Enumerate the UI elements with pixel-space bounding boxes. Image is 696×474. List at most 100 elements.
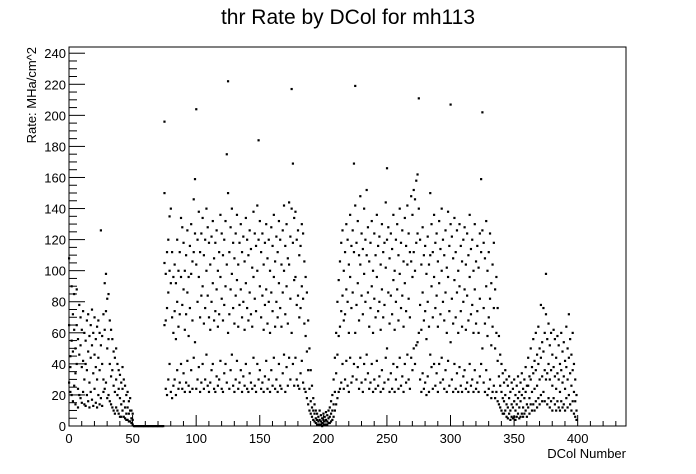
data-point bbox=[192, 356, 195, 359]
data-point bbox=[460, 260, 464, 263]
data-point bbox=[431, 387, 434, 390]
data-point bbox=[408, 316, 412, 319]
data-point bbox=[173, 310, 176, 313]
data-point bbox=[182, 288, 185, 291]
data-point bbox=[557, 344, 560, 347]
data-point bbox=[282, 269, 286, 272]
data-point bbox=[284, 244, 287, 248]
data-point bbox=[319, 414, 322, 417]
data-point bbox=[321, 417, 324, 420]
data-point bbox=[410, 260, 413, 263]
data-point bbox=[427, 325, 431, 328]
y-tick-label: 180 bbox=[44, 139, 66, 154]
data-point bbox=[569, 338, 572, 341]
data-point bbox=[502, 381, 506, 384]
data-point bbox=[543, 400, 546, 403]
data-point bbox=[182, 372, 185, 375]
data-point bbox=[420, 328, 423, 331]
data-point bbox=[480, 251, 483, 254]
data-point bbox=[303, 322, 306, 325]
data-point bbox=[548, 406, 551, 409]
data-point bbox=[143, 425, 146, 428]
data-point bbox=[97, 319, 100, 322]
data-point bbox=[566, 378, 569, 381]
data-point bbox=[490, 344, 493, 347]
data-point bbox=[354, 331, 357, 335]
data-point bbox=[107, 292, 110, 296]
data-point bbox=[518, 390, 521, 394]
data-point bbox=[220, 387, 223, 390]
data-point bbox=[529, 403, 532, 406]
data-point bbox=[179, 362, 183, 366]
data-point bbox=[563, 387, 567, 390]
data-point bbox=[444, 229, 447, 232]
data-point bbox=[525, 403, 529, 406]
data-point bbox=[120, 381, 123, 384]
data-point bbox=[171, 397, 174, 400]
data-point bbox=[392, 362, 395, 366]
data-point bbox=[80, 328, 83, 331]
data-point bbox=[463, 369, 466, 372]
data-point bbox=[521, 387, 525, 390]
data-point bbox=[565, 397, 568, 400]
y-axis: 0 20 40 60 80 100 120 140 160 180 200 220 240 bbox=[44, 46, 85, 434]
data-point bbox=[396, 288, 399, 291]
data-point bbox=[257, 378, 260, 381]
data-point bbox=[274, 387, 277, 390]
data-point bbox=[508, 375, 511, 378]
data-point bbox=[274, 260, 277, 263]
data-point bbox=[552, 328, 555, 331]
data-point bbox=[541, 341, 544, 344]
data-point bbox=[184, 381, 188, 384]
data-point bbox=[271, 310, 274, 313]
data-point bbox=[323, 415, 326, 418]
data-point bbox=[480, 178, 483, 181]
data-point bbox=[356, 282, 359, 285]
data-point bbox=[549, 331, 553, 335]
data-point bbox=[291, 162, 295, 165]
data-point bbox=[232, 384, 235, 387]
data-point bbox=[182, 241, 185, 244]
data-point bbox=[432, 275, 436, 279]
data-point bbox=[94, 401, 97, 404]
data-point bbox=[394, 378, 398, 381]
data-point bbox=[230, 272, 233, 275]
data-point bbox=[294, 356, 297, 359]
data-points bbox=[68, 80, 578, 428]
data-point bbox=[331, 393, 334, 397]
data-point bbox=[443, 254, 446, 257]
data-point bbox=[129, 397, 132, 400]
data-point bbox=[260, 316, 263, 319]
data-point bbox=[85, 319, 89, 322]
data-point bbox=[87, 313, 90, 316]
data-point bbox=[543, 331, 546, 335]
data-point bbox=[223, 372, 226, 375]
data-point bbox=[106, 397, 109, 400]
data-point bbox=[299, 244, 302, 248]
data-point bbox=[457, 269, 460, 272]
data-point bbox=[186, 359, 189, 362]
data-point bbox=[335, 372, 338, 375]
data-point bbox=[286, 257, 289, 260]
data-point bbox=[242, 375, 245, 378]
data-point bbox=[345, 359, 348, 362]
data-point bbox=[76, 406, 80, 409]
data-point bbox=[417, 97, 420, 100]
data-point bbox=[509, 418, 512, 421]
data-point bbox=[553, 403, 556, 406]
data-point bbox=[397, 254, 400, 257]
data-point bbox=[267, 238, 270, 241]
data-point bbox=[538, 403, 541, 406]
data-point bbox=[497, 375, 501, 378]
data-point bbox=[385, 167, 389, 170]
data-point bbox=[221, 319, 225, 322]
data-point bbox=[532, 338, 535, 341]
data-point bbox=[246, 306, 249, 310]
data-point bbox=[284, 313, 287, 316]
data-point bbox=[505, 403, 508, 406]
data-point bbox=[281, 229, 284, 232]
data-point bbox=[426, 235, 429, 238]
data-point bbox=[309, 369, 312, 372]
data-point bbox=[149, 425, 152, 428]
